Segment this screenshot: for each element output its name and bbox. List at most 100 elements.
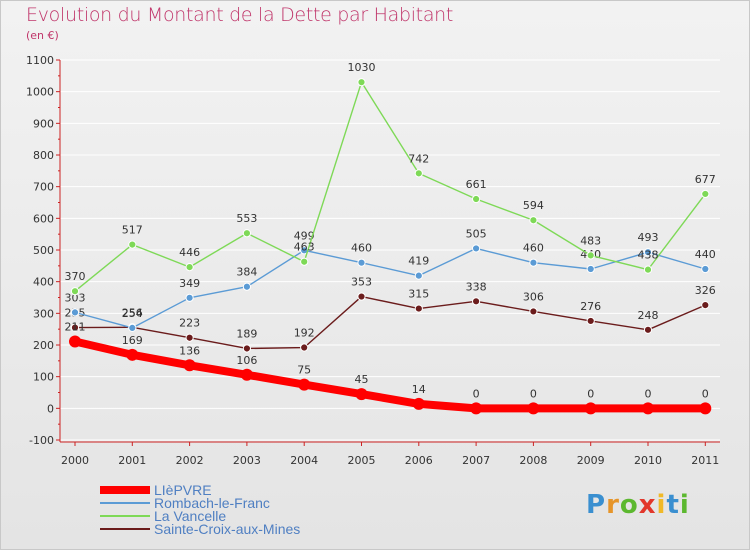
legend-item-li-pvre: LIèPVRE bbox=[100, 482, 400, 498]
x-tick-label: 2011 bbox=[691, 454, 719, 467]
data-point-li-pvre bbox=[527, 402, 540, 415]
data-label-rombach-le-franc: 460 bbox=[351, 242, 372, 255]
data-point-sainte-croix-aux-mines bbox=[300, 343, 309, 352]
data-label-rombach-le-franc: 493 bbox=[638, 231, 659, 244]
data-point-rombach-le-franc bbox=[472, 244, 481, 253]
data-point-la-vancelle bbox=[185, 263, 194, 272]
data-point-rombach-le-franc bbox=[128, 323, 137, 332]
x-tick-label: 2000 bbox=[61, 454, 89, 467]
data-label-sainte-croix-aux-mines: 276 bbox=[580, 300, 601, 313]
data-point-li-pvre bbox=[355, 388, 368, 401]
data-point-sainte-croix-aux-mines bbox=[701, 301, 710, 310]
series-line-li-pvre bbox=[71, 337, 710, 413]
y-tick-label: 600 bbox=[33, 212, 54, 225]
data-label-la-vancelle: 1030 bbox=[348, 61, 376, 74]
legend-item-la-vancelle: La Vancelle bbox=[100, 508, 400, 524]
data-label-li-pvre: 0 bbox=[702, 387, 709, 400]
series-line-la-vancelle bbox=[74, 81, 706, 292]
data-point-la-vancelle bbox=[529, 216, 538, 225]
legend-label: Rombach-le-Franc bbox=[154, 495, 270, 511]
data-point-rombach-le-franc bbox=[357, 258, 366, 267]
data-label-sainte-croix-aux-mines: 189 bbox=[236, 327, 257, 340]
x-tick-label: 2002 bbox=[176, 454, 204, 467]
y-tick-label: 100 bbox=[33, 371, 54, 384]
data-point-li-pvre bbox=[298, 378, 311, 391]
data-label-sainte-croix-aux-mines: 315 bbox=[408, 288, 429, 301]
data-label-la-vancelle: 517 bbox=[122, 224, 143, 237]
y-tick-label: 500 bbox=[33, 244, 54, 257]
data-point-rombach-le-franc bbox=[185, 293, 194, 302]
legend-swatch bbox=[100, 515, 150, 517]
data-label-la-vancelle: 446 bbox=[179, 246, 200, 259]
data-point-li-pvre bbox=[183, 359, 196, 372]
data-point-la-vancelle bbox=[701, 189, 710, 199]
data-label-sainte-croix-aux-mines: 223 bbox=[179, 317, 200, 330]
y-tick-label: 400 bbox=[33, 276, 54, 289]
legend-swatch bbox=[100, 528, 150, 530]
chart-subtitle: (en €) bbox=[26, 29, 59, 42]
data-label-li-pvre: 0 bbox=[473, 387, 480, 400]
data-point-sainte-croix-aux-mines bbox=[185, 333, 194, 342]
data-label-li-pvre: 45 bbox=[355, 373, 369, 386]
legend-label: Sainte-Croix-aux-Mines bbox=[154, 521, 301, 537]
data-label-rombach-le-franc: 505 bbox=[466, 227, 487, 240]
data-point-la-vancelle bbox=[472, 194, 481, 204]
data-label-li-pvre: 211 bbox=[65, 321, 86, 334]
data-label-rombach-le-franc: 254 bbox=[122, 307, 143, 320]
data-point-rombach-le-franc bbox=[643, 248, 653, 257]
data-point-la-vancelle bbox=[643, 265, 653, 274]
data-point-li-pvre bbox=[412, 397, 425, 410]
data-label-rombach-le-franc: 499 bbox=[294, 229, 315, 242]
legend-swatch bbox=[100, 486, 150, 494]
data-point-la-vancelle bbox=[586, 251, 595, 260]
legend-swatch bbox=[100, 502, 150, 504]
data-label-sainte-croix-aux-mines: 326 bbox=[695, 284, 716, 297]
data-label-la-vancelle: 483 bbox=[580, 234, 601, 247]
data-point-rombach-le-franc bbox=[70, 308, 80, 317]
data-point-rombach-le-franc bbox=[586, 264, 595, 274]
data-label-sainte-croix-aux-mines: 306 bbox=[523, 290, 544, 303]
x-tick-label: 2004 bbox=[290, 454, 318, 467]
data-point-rombach-le-franc bbox=[414, 271, 423, 280]
data-point-sainte-croix-aux-mines bbox=[70, 323, 80, 332]
data-point-la-vancelle bbox=[242, 229, 251, 238]
data-label-rombach-le-franc: 419 bbox=[408, 255, 429, 268]
data-point-li-pvre bbox=[584, 402, 597, 415]
data-point-sainte-croix-aux-mines bbox=[414, 304, 423, 313]
data-point-li-pvre bbox=[470, 402, 483, 415]
y-tick-label: 300 bbox=[33, 307, 54, 320]
data-point-sainte-croix-aux-mines bbox=[357, 292, 366, 301]
data-point-li-pvre bbox=[126, 348, 139, 361]
data-point-sainte-croix-aux-mines bbox=[586, 316, 595, 326]
legend: LIèPVRE Rombach-le-Franc La Vancelle Sainte… bbox=[100, 482, 400, 537]
x-tick-label: 2001 bbox=[118, 454, 146, 467]
data-label-sainte-croix-aux-mines: 338 bbox=[466, 280, 487, 293]
data-label-li-pvre: 0 bbox=[587, 387, 594, 400]
data-label-la-vancelle: 370 bbox=[65, 270, 86, 283]
legend-item-sainte-croix-aux-mines: Sainte-Croix-aux-Mines bbox=[100, 521, 400, 537]
proxiti-logo: Proxiti bbox=[586, 490, 690, 520]
y-tick-label: 700 bbox=[33, 181, 54, 194]
data-point-rombach-le-franc bbox=[529, 258, 538, 267]
data-point-sainte-croix-aux-mines bbox=[472, 297, 481, 306]
legend-label: La Vancelle bbox=[154, 508, 227, 524]
y-tick-label: 200 bbox=[33, 339, 54, 352]
chart-title: Evolution du Montant de la Dette par Hab… bbox=[26, 4, 454, 26]
data-label-rombach-le-franc: 303 bbox=[65, 291, 86, 304]
data-point-sainte-croix-aux-mines bbox=[242, 344, 251, 353]
data-label-sainte-croix-aux-mines: 248 bbox=[638, 309, 659, 322]
y-tick-label: 900 bbox=[33, 117, 54, 130]
data-label-sainte-croix-aux-mines: 353 bbox=[351, 276, 372, 289]
legend-label: LIèPVRE bbox=[154, 482, 212, 498]
data-point-rombach-le-franc bbox=[701, 264, 710, 274]
data-label-li-pvre: 106 bbox=[236, 354, 257, 367]
data-label-li-pvre: 75 bbox=[297, 364, 311, 377]
series-line-rombach-le-franc bbox=[74, 247, 706, 329]
data-point-li-pvre bbox=[69, 335, 81, 348]
data-point-rombach-le-franc bbox=[242, 282, 251, 291]
data-point-la-vancelle bbox=[128, 240, 137, 249]
data-label-li-pvre: 136 bbox=[179, 344, 200, 357]
y-tick-label: 1000 bbox=[26, 86, 54, 99]
data-label-li-pvre: 14 bbox=[412, 383, 426, 396]
x-tick-label: 2005 bbox=[348, 454, 376, 467]
